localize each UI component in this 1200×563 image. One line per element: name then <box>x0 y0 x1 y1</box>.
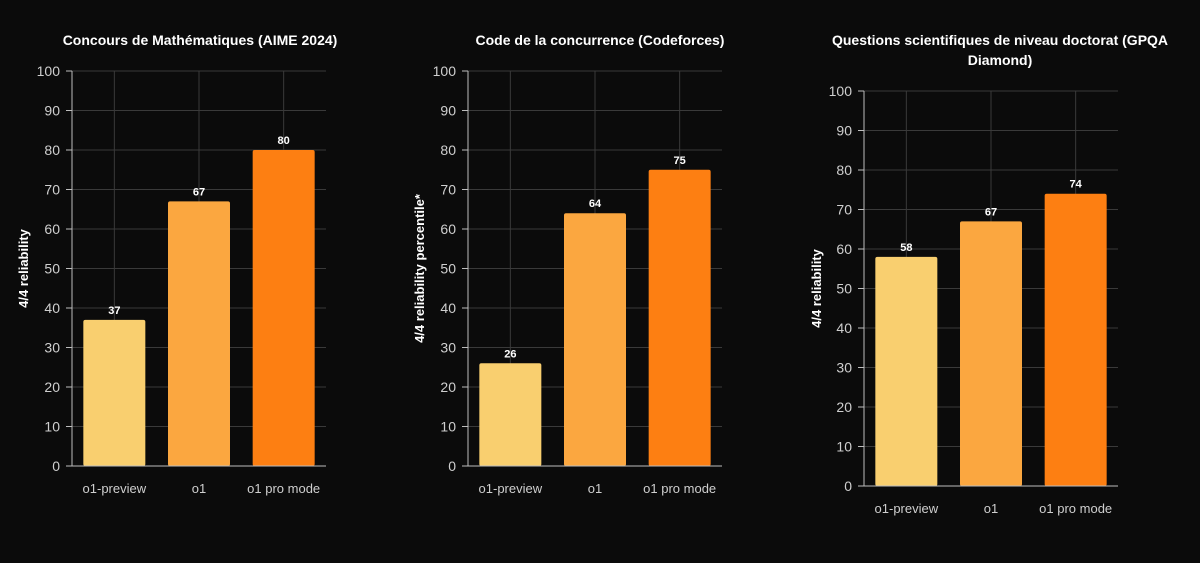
y-tick-label: 60 <box>440 221 456 237</box>
y-tick-label: 100 <box>433 63 457 79</box>
y-tick-label: 50 <box>836 281 852 297</box>
data-label: 80 <box>278 135 290 147</box>
y-tick-label: 40 <box>440 300 456 316</box>
y-tick-label: 0 <box>448 458 456 474</box>
y-axis-label: 4/4 reliability <box>809 248 824 328</box>
bar-o1-pro-mode <box>252 150 315 466</box>
data-label: 67 <box>193 186 205 198</box>
y-tick-label: 40 <box>44 300 60 316</box>
x-tick-label: o1 <box>192 481 206 496</box>
y-tick-label: 0 <box>52 458 60 474</box>
y-axis-label: 4/4 reliability percentile* <box>412 193 427 343</box>
x-tick-label: o1 <box>984 501 998 516</box>
y-tick-label: 50 <box>440 261 456 277</box>
bar-o1-pro-mode <box>1044 193 1107 486</box>
bar-o1-preview <box>875 256 938 486</box>
chart-title: Code de la concurrence (Codeforces) <box>400 30 800 50</box>
x-tick-label: o1-preview <box>875 501 939 516</box>
y-tick-label: 90 <box>44 103 60 119</box>
x-tick-label: o1-preview <box>83 481 147 496</box>
y-tick-label: 0 <box>844 478 852 494</box>
y-tick-label: 70 <box>440 182 456 198</box>
chart-title: Concours de Mathématiques (AIME 2024) <box>0 30 400 50</box>
chart-title: Questions scientifiques de niveau doctor… <box>800 30 1200 70</box>
chart-title-line-1: Questions scientifiques de niveau doctor… <box>831 32 1169 48</box>
chart-panel-gpqa: Questions scientifiques de niveau doctor… <box>800 0 1200 563</box>
bar-o1-pro-mode <box>648 169 711 466</box>
y-axis-label: 4/4 reliability <box>16 228 31 308</box>
x-tick-label: o1 <box>588 481 602 496</box>
y-tick-label: 20 <box>836 399 852 415</box>
y-tick-label: 30 <box>440 340 456 356</box>
data-label: 67 <box>985 206 997 218</box>
y-tick-label: 10 <box>440 419 456 435</box>
y-tick-label: 60 <box>44 221 60 237</box>
y-tick-label: 100 <box>37 63 61 79</box>
x-tick-label: o1-preview <box>479 481 543 496</box>
y-tick-label: 80 <box>440 142 456 158</box>
bar-chart-codeforces: 0 10 20 30 40 50 60 70 80 90 100 26 o1-preview 64 o1 75… <box>412 63 722 496</box>
chart-title-text: Code de la concurrence (Codeforces) <box>475 32 725 48</box>
y-tick-label: 20 <box>440 379 456 395</box>
y-tick-label: 50 <box>44 261 60 277</box>
y-tick-label: 40 <box>836 320 852 336</box>
chart-title-line-2: Diamond) <box>967 52 1033 68</box>
x-tick-label: o1 pro mode <box>1039 501 1112 516</box>
y-tick-label: 10 <box>44 419 60 435</box>
bar-o1 <box>564 213 626 466</box>
y-tick-label: 80 <box>44 142 60 158</box>
y-tick-label: 70 <box>836 202 852 218</box>
data-label: 74 <box>1070 179 1083 191</box>
y-tick-label: 10 <box>836 439 852 455</box>
bar-chart-gpqa: 0 10 20 30 40 50 60 70 80 90 100 58 o1-preview 67 o1 74… <box>809 83 1118 516</box>
bar-o1-preview <box>479 363 542 466</box>
data-label: 75 <box>674 155 686 167</box>
chart-title-text: Concours de Mathématiques (AIME 2024) <box>62 32 338 48</box>
y-tick-label: 80 <box>836 162 852 178</box>
y-tick-label: 60 <box>836 241 852 257</box>
y-tick-label: 30 <box>836 360 852 376</box>
y-tick-label: 90 <box>440 103 456 119</box>
data-label: 26 <box>504 348 516 360</box>
chart-panel-codeforces: Code de la concurrence (Codeforces) 0 10 2… <box>400 0 800 563</box>
y-tick-label: 20 <box>44 379 60 395</box>
chart-panel-aime: Concours de Mathématiques (AIME 2024) 0 1… <box>0 0 400 563</box>
y-tick-label: 100 <box>829 83 853 99</box>
bar-chart-aime: 0 10 20 30 40 50 60 70 80 90 100 37 o1-preview 67 o1 80… <box>16 63 326 496</box>
y-tick-label: 70 <box>44 182 60 198</box>
x-tick-label: o1 pro mode <box>643 481 716 496</box>
data-label: 58 <box>900 242 912 254</box>
bar-o1 <box>168 201 230 466</box>
bar-o1-preview <box>83 319 146 466</box>
y-tick-label: 90 <box>836 123 852 139</box>
y-tick-label: 30 <box>44 340 60 356</box>
x-tick-label: o1 pro mode <box>247 481 320 496</box>
bar-o1 <box>960 221 1022 486</box>
data-label: 64 <box>589 198 602 210</box>
data-label: 37 <box>108 305 120 317</box>
